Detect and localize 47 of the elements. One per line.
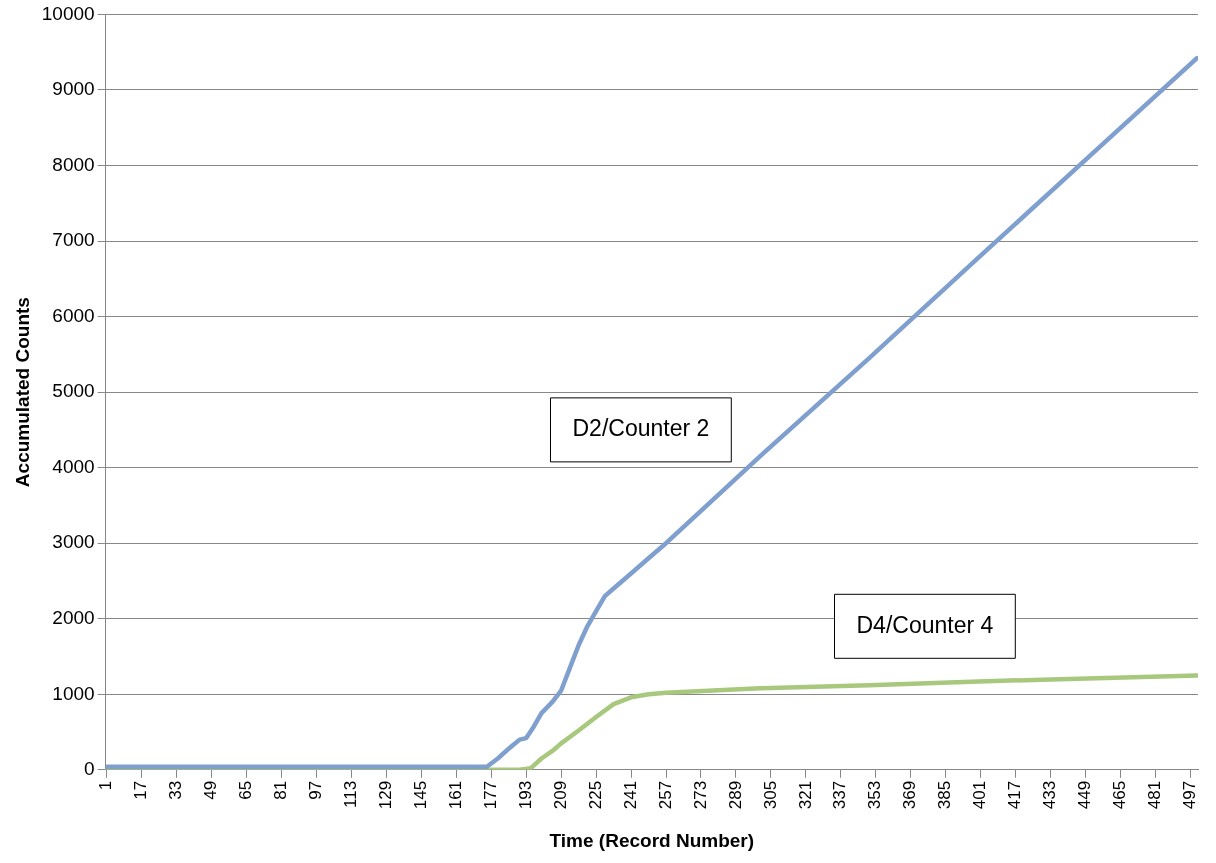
x-tick-label: 273 [690, 780, 710, 810]
x-tick-label: 497 [1180, 780, 1200, 810]
x-axis-title: Time (Record Number) [549, 829, 755, 851]
y-tick-label: 2000 [52, 606, 95, 628]
y-tick-label: 7000 [52, 229, 95, 251]
x-tick-label: 81 [271, 780, 291, 800]
x-tick-label: 289 [725, 780, 745, 810]
x-tick-label: 193 [515, 780, 535, 810]
x-tick-label: 225 [585, 780, 605, 810]
x-tick-label: 1 [96, 780, 116, 791]
x-tick-label: 353 [865, 780, 885, 810]
y-tick-label: 0 [84, 758, 95, 780]
x-tick-label: 97 [306, 780, 326, 800]
x-tick-label: 177 [480, 780, 500, 810]
x-tick-label: 129 [376, 780, 396, 810]
series-label: D2/Counter 2 [572, 415, 710, 442]
x-tick-label: 145 [411, 780, 431, 810]
y-tick-label: 8000 [52, 153, 95, 175]
x-tick-label: 17 [131, 780, 151, 800]
x-tick-label: 337 [830, 780, 850, 810]
x-tick-label: 369 [900, 780, 920, 810]
y-tick-label: 6000 [52, 304, 95, 326]
x-tick-label: 417 [1005, 780, 1025, 810]
x-tick-label: 49 [201, 780, 221, 800]
y-tick-label: 3000 [52, 531, 95, 553]
x-tick-label: 465 [1110, 780, 1130, 810]
y-tick-label: 1000 [52, 682, 95, 704]
x-tick-label: 65 [236, 780, 256, 800]
y-tick-label: 4000 [52, 455, 95, 477]
x-tick-label: 209 [550, 780, 570, 810]
y-tick-label: 5000 [52, 380, 95, 402]
y-tick-label: 10000 [41, 2, 95, 24]
x-tick-label: 241 [620, 780, 640, 810]
x-tick-label: 401 [970, 780, 990, 810]
x-tick-label: 385 [935, 780, 955, 810]
x-tick-label: 449 [1075, 780, 1095, 810]
y-tick-label: 9000 [52, 78, 95, 100]
x-tick-label: 257 [655, 780, 675, 810]
x-tick-label: 161 [445, 780, 465, 810]
x-tick-label: 33 [166, 780, 186, 800]
x-tick-label: 481 [1145, 780, 1165, 810]
y-axis-title: Accumulated Counts [11, 297, 33, 488]
x-tick-label: 305 [760, 780, 780, 810]
x-tick-label: 321 [795, 780, 815, 810]
series-label: D4/Counter 4 [856, 611, 994, 638]
x-tick-label: 433 [1040, 780, 1060, 810]
x-tick-label: 113 [341, 780, 361, 808]
